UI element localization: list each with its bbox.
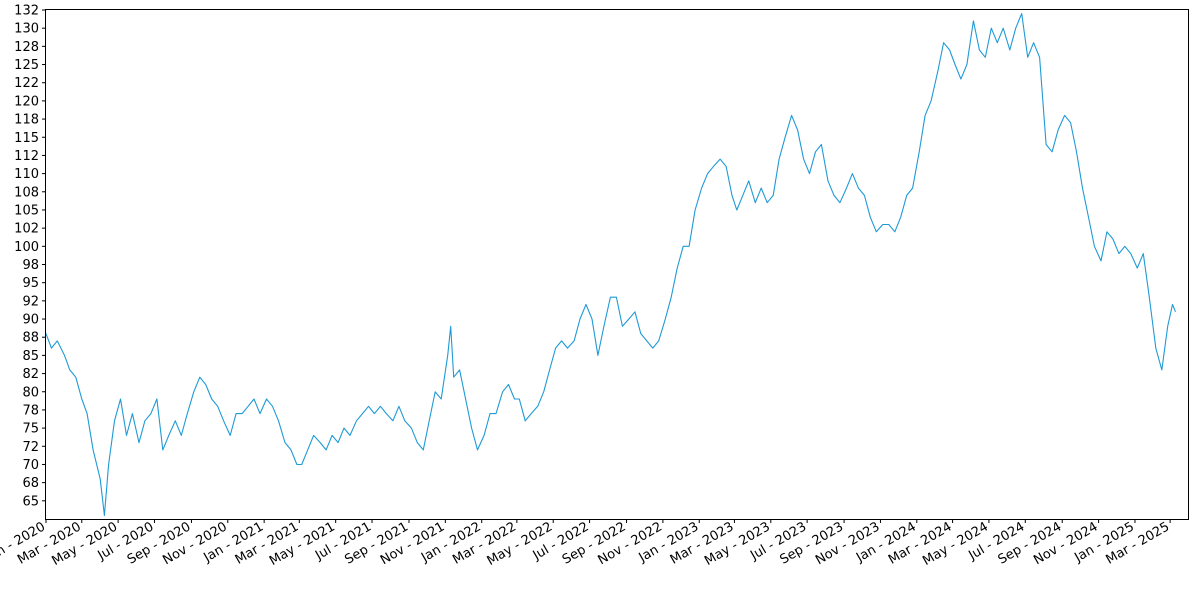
y-tick-label-8: 85	[22, 349, 39, 364]
y-tick-label-17: 108	[14, 185, 39, 200]
y-tick-label-9: 88	[22, 331, 39, 346]
y-tick-label-5: 78	[22, 403, 39, 418]
y-tick-label-27: 132	[14, 4, 39, 19]
y-tick-label-16: 105	[14, 203, 39, 218]
y-tick-label-0: 65	[22, 494, 39, 509]
y-tick-label-22: 120	[14, 94, 39, 109]
y-tick-label-1: 68	[22, 476, 39, 491]
y-tick-label-12: 95	[22, 276, 39, 291]
y-tick-label-10: 90	[22, 313, 39, 328]
y-tick-label-13: 98	[22, 258, 39, 273]
y-tick-label-7: 82	[22, 367, 39, 382]
y-tick-label-26: 130	[14, 22, 39, 37]
series-line-0	[45, 13, 1177, 516]
y-tick-label-14: 100	[14, 240, 39, 255]
y-tick-label-11: 92	[22, 294, 39, 309]
y-tick-label-20: 115	[14, 131, 39, 146]
y-tick-label-2: 70	[22, 458, 39, 473]
y-tick-label-25: 128	[14, 40, 39, 55]
y-tick-label-19: 112	[14, 149, 39, 164]
series-layer	[45, 13, 1177, 516]
y-tick-label-15: 102	[14, 222, 39, 237]
y-tick-label-4: 75	[22, 422, 39, 437]
y-axis: 65 68 70 72 75 78 80 82 85 88 90 92 95 98 100 102 105 108…	[14, 4, 46, 509]
y-tick-label-3: 72	[22, 440, 39, 455]
y-tick-label-18: 110	[14, 167, 39, 182]
y-tick-label-6: 80	[22, 385, 39, 400]
y-tick-label-21: 118	[14, 113, 39, 128]
y-tick-label-23: 122	[14, 76, 39, 91]
y-tick-label-24: 125	[14, 58, 39, 73]
